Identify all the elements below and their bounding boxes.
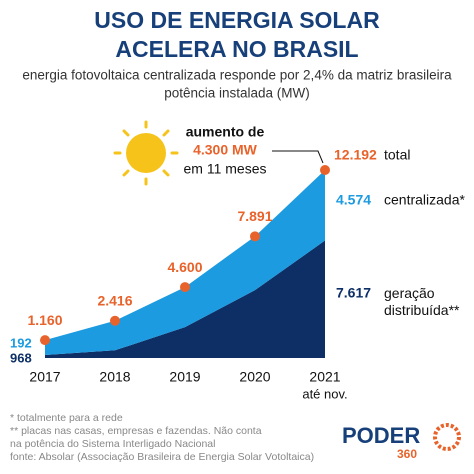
legend-label: centralizada* xyxy=(384,192,465,208)
total-dot xyxy=(320,165,330,175)
data-label: 4.600 xyxy=(167,259,202,275)
data-label: 1.160 xyxy=(27,312,62,328)
area xyxy=(45,170,325,356)
data-label: 192 xyxy=(10,335,32,350)
total-dot xyxy=(180,282,190,293)
data-label: 7.617 xyxy=(336,285,371,301)
logo: 360 xyxy=(397,447,417,461)
x-tick-label: 2019 xyxy=(169,369,200,385)
area xyxy=(45,240,325,358)
annotation: aumento de xyxy=(186,124,265,140)
x-tick-label: 2017 xyxy=(29,369,60,385)
annotation: em 11 meses xyxy=(184,161,267,177)
footnote: * totalmente para a rede xyxy=(10,412,123,424)
data-label: 4.574 xyxy=(336,192,371,208)
legend-label: total xyxy=(384,147,410,163)
footnote: na potência do Sistema Interligado Nacio… xyxy=(10,438,215,450)
data-label: 12.192 xyxy=(334,147,377,163)
annotation: 4.300 MW xyxy=(193,142,258,158)
total-dot xyxy=(250,231,260,242)
x-tick-label: 2018 xyxy=(99,369,130,385)
x-tick-label: 2020 xyxy=(239,369,270,385)
data-label: 7.891 xyxy=(237,208,272,224)
footnote: ** placas nas casas, empresas e fazendas… xyxy=(10,425,262,437)
subtitle: energia fotovoltaica centralizada respon… xyxy=(22,68,452,83)
x-tick-note: até nov. xyxy=(302,386,347,401)
footnote: fonte: Absolar (Associação Brasileira de… xyxy=(10,451,314,463)
chart-title: ACELERA NO BRASIL xyxy=(115,36,358,62)
logo: PODER xyxy=(342,423,420,448)
sun xyxy=(113,120,179,186)
annotation-leader xyxy=(272,150,324,164)
logo-icon xyxy=(433,423,461,451)
legend-label: geração distribuída** xyxy=(384,285,460,318)
x-tick-label: 2021 xyxy=(309,369,340,385)
data-label: 2.416 xyxy=(97,292,132,308)
chart-title: USO DE ENERGIA SOLAR xyxy=(94,7,380,33)
total-dot xyxy=(110,315,120,326)
total-dot xyxy=(40,335,50,346)
data-label: 968 xyxy=(10,350,32,365)
subtitle: potência instalada (MW) xyxy=(164,86,310,101)
